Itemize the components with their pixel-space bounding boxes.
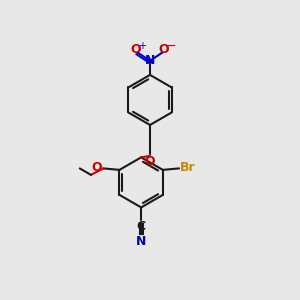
- Text: O: O: [158, 43, 169, 56]
- Text: Br: Br: [180, 161, 196, 174]
- Text: +: +: [138, 41, 146, 51]
- Text: N: N: [136, 235, 146, 248]
- Text: C: C: [136, 220, 146, 233]
- Text: O: O: [131, 43, 142, 56]
- Text: −: −: [166, 40, 176, 52]
- Text: O: O: [145, 155, 155, 168]
- Text: N: N: [145, 54, 155, 67]
- Text: O: O: [92, 161, 102, 174]
